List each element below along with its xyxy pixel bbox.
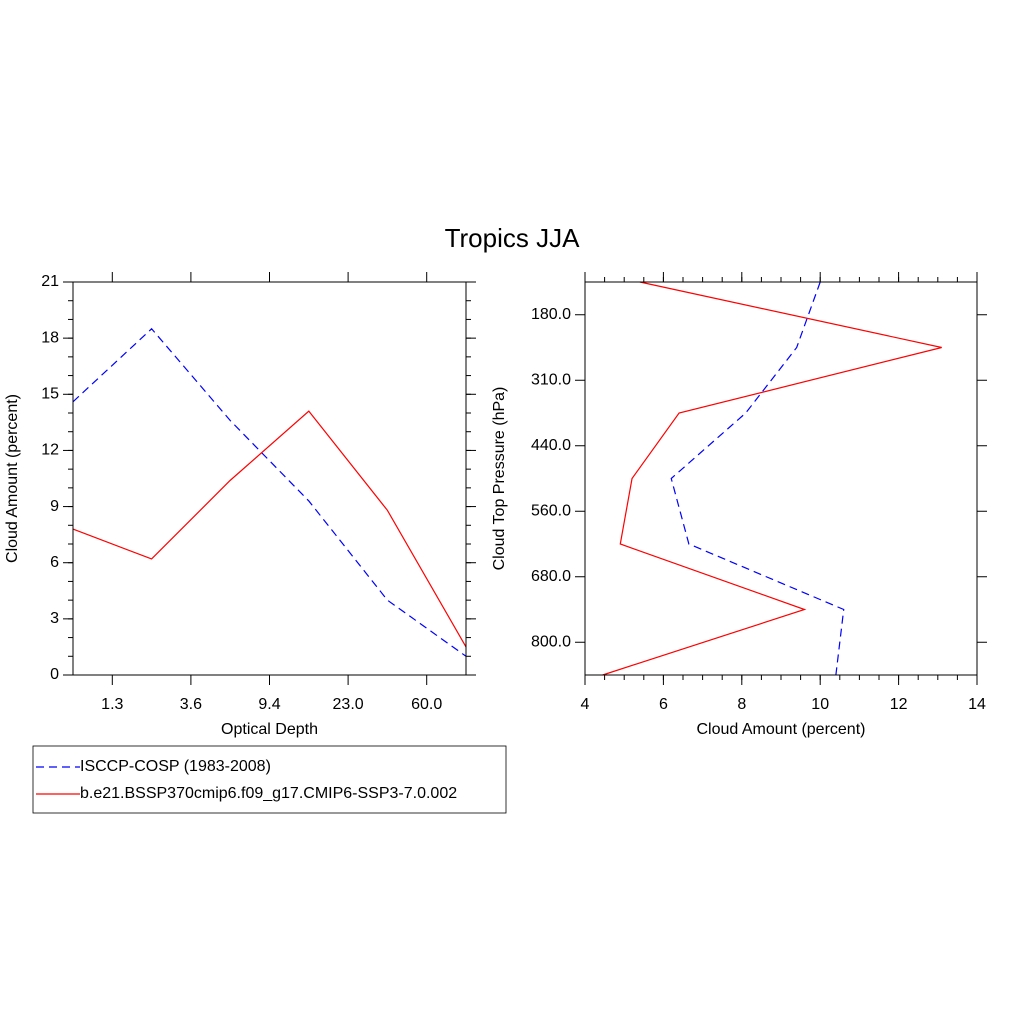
x-tick-label: 9.4 <box>258 696 280 713</box>
x-tick-label: 3.6 <box>180 696 202 713</box>
data-line <box>602 281 942 676</box>
data-line <box>72 410 467 648</box>
y-tick-label: 180.0 <box>531 306 571 323</box>
x-tick-label: 60.0 <box>411 696 442 713</box>
y-tick-label: 21 <box>41 273 59 290</box>
legend: ISCCP-COSP (1983-2008) b.e21.BSSP370cmip6… <box>32 745 507 814</box>
legend-label: ISCCP-COSP (1983-2008) <box>80 758 271 775</box>
y-tick-label: 560.0 <box>531 502 571 519</box>
y-tick-label: 12 <box>41 442 59 459</box>
x-axis-label: Cloud Amount (percent) <box>697 721 866 738</box>
x-tick-label: 8 <box>737 696 746 713</box>
x-tick-label: 10 <box>811 696 829 713</box>
y-tick-label: 440.0 <box>531 437 571 454</box>
y-tick-label: 0 <box>50 666 59 683</box>
y-tick-label: 310.0 <box>531 371 571 388</box>
y-tick-label: 9 <box>50 498 59 515</box>
x-tick-label: 6 <box>659 696 668 713</box>
y-tick-label: 15 <box>41 386 59 403</box>
legend-label: b.e21.BSSP370cmip6.f09_g17.CMIP6-SSP3-7.… <box>80 785 457 802</box>
y-axis-label: Cloud Top Pressure (hPa) <box>491 387 508 571</box>
x-tick-label: 4 <box>581 696 590 713</box>
y-tick-label: 18 <box>41 329 59 346</box>
x-axis-label: Optical Depth <box>221 721 318 738</box>
y-tick-label: 800.0 <box>531 633 571 650</box>
y-tick-label: 680.0 <box>531 568 571 585</box>
y-tick-label: 6 <box>50 554 59 571</box>
data-line <box>72 327 467 657</box>
y-tick-label: 3 <box>50 610 59 627</box>
y-axis-label: Cloud Amount (percent) <box>4 394 21 563</box>
chart-title: Tropics JJA <box>445 223 580 253</box>
x-tick-label: 12 <box>890 696 908 713</box>
x-tick-label: 23.0 <box>333 696 364 713</box>
data-line <box>670 281 845 676</box>
x-tick-label: 1.3 <box>101 696 123 713</box>
x-tick-label: 14 <box>968 696 986 713</box>
legend-box <box>32 745 507 814</box>
